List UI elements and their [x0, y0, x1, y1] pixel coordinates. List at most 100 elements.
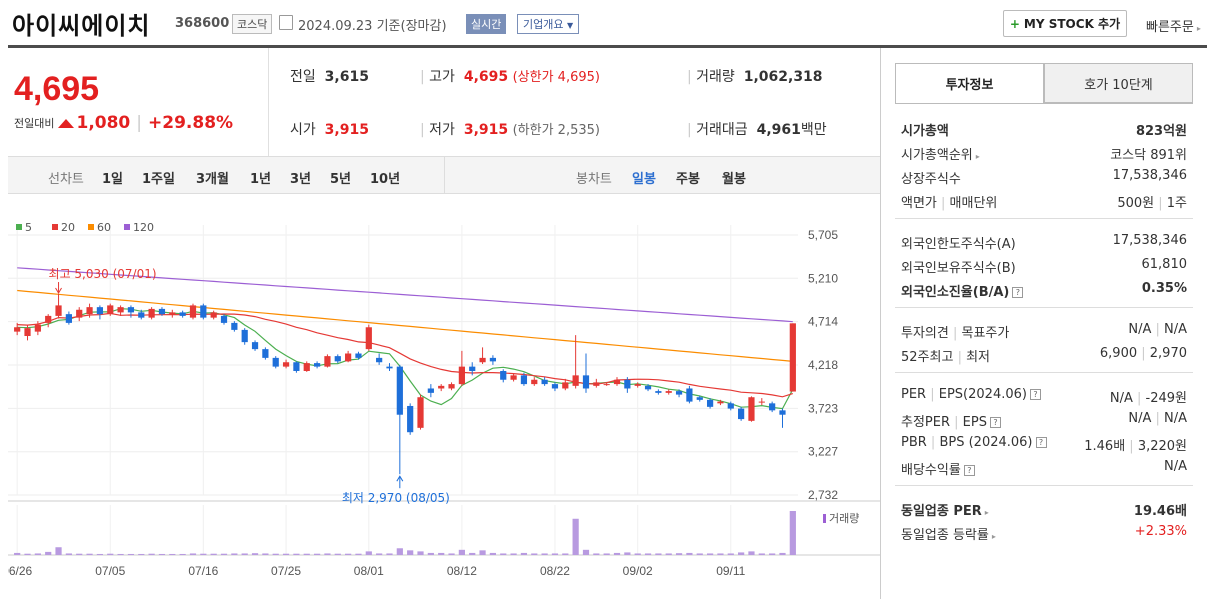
market-cap-value: 823억원 — [1135, 124, 1187, 139]
candle-body — [231, 322, 238, 330]
candle-body — [593, 382, 600, 386]
candle-monthly[interactable]: 월봉 — [722, 172, 746, 187]
volume-bar — [603, 553, 610, 555]
prev-value: 3,615 — [324, 69, 369, 85]
industry-chg-link[interactable]: 동일업종 등락률 ▸ — [901, 524, 996, 543]
foreign-limit-label: 외국인한도주식수(A) — [901, 237, 1016, 252]
volume-bar — [14, 552, 21, 555]
high-label: 고가 — [429, 69, 455, 85]
high-note: (상한가 4,695) — [512, 70, 600, 85]
row-foreign-ratio: 외국인소진율(B/A)? 0.35% — [901, 281, 1187, 300]
line-chart-label: 선차트 — [48, 172, 84, 187]
volume-bar — [675, 553, 683, 555]
candle-body — [241, 329, 248, 343]
candle-body — [582, 375, 590, 389]
volume-bar — [262, 553, 269, 555]
ma-line-120 — [17, 267, 793, 323]
up-arrow-icon — [58, 118, 75, 128]
rank-label[interactable]: 시가총액순위 ▸ — [901, 144, 980, 163]
foreign-limit-value: 17,538,346 — [1112, 233, 1187, 248]
stock-chart[interactable]: 5,705 5,210 4,714 4,218 3,723 3,227 2,732 06/26… — [8, 205, 880, 599]
candle-body — [706, 399, 714, 407]
help-icon[interactable]: ? — [963, 465, 975, 476]
shares-value: 17,538,346 — [1112, 168, 1187, 183]
separator — [895, 307, 1193, 308]
period-10y[interactable]: 10년 — [370, 172, 401, 187]
date-value: 2024.09.23 — [298, 19, 373, 34]
volume-bar — [365, 551, 372, 555]
y-tick-label: 5,210 — [808, 271, 838, 285]
high-value: 4,695 — [463, 69, 509, 85]
candle-daily[interactable]: 일봉 — [632, 172, 656, 187]
trade-unit-label: 매매단위 — [949, 196, 998, 211]
volume-bar — [500, 553, 507, 555]
prev-label: 전일 — [290, 69, 316, 85]
volume-bar — [727, 553, 734, 555]
tab-orderbook[interactable]: 호가 10단계 — [1044, 63, 1193, 103]
est-per-label: 추정PER — [901, 415, 951, 430]
volume-bar — [593, 553, 600, 555]
est-eps-value: N/A — [1164, 411, 1187, 426]
candle-body — [603, 384, 610, 386]
tab-invest-info[interactable]: 투자정보 — [895, 63, 1044, 103]
foreign-hold-label: 외국인보유주식수(B) — [901, 261, 1016, 276]
period-5y[interactable]: 5년 — [330, 172, 352, 187]
amount-label: 거래대금 — [696, 122, 748, 138]
x-tick-label: 08/12 — [447, 564, 477, 578]
volume-bar — [686, 552, 693, 555]
candle-body — [76, 309, 83, 318]
industry-per-value: 19.46배 — [1133, 504, 1187, 519]
stock-code: 368600 — [175, 16, 230, 31]
mystock-add-button[interactable]: + MY STOCK 추가 — [1003, 10, 1127, 37]
volume-bar — [148, 553, 155, 555]
volume-bar — [510, 553, 517, 555]
period-3m[interactable]: 3개월 — [196, 172, 229, 187]
corp-info-dropdown[interactable]: 기업개요 ▼ — [517, 14, 580, 34]
candle-body — [779, 410, 786, 415]
help-icon[interactable]: ? — [1035, 437, 1047, 448]
volume-bar — [531, 553, 538, 555]
volume-bar — [427, 552, 434, 555]
per-value: N/A — [1109, 391, 1133, 406]
candle-body — [665, 391, 672, 393]
candle-body — [396, 366, 403, 415]
amount-value: 4,961 — [756, 122, 801, 138]
candle-body — [179, 312, 186, 316]
candle-chart-label: 봉차트 — [576, 172, 612, 187]
volume-bar — [469, 552, 476, 555]
candle-body — [282, 362, 290, 367]
x-tick-label: 08/01 — [354, 564, 384, 578]
legend-label: 120 — [133, 221, 154, 234]
candle-body — [220, 315, 228, 323]
realtime-button[interactable]: 실시간 — [466, 14, 507, 34]
industry-per-link[interactable]: 동일업종 PER ▸ — [901, 500, 989, 519]
y-tick-label: 3,227 — [808, 445, 838, 459]
legend-label: 60 — [97, 221, 111, 234]
candle-body — [572, 375, 579, 386]
candle-weekly[interactable]: 주봉 — [676, 172, 700, 187]
help-icon[interactable]: ? — [989, 417, 1001, 428]
header-divider — [8, 45, 1207, 48]
period-1y[interactable]: 1년 — [250, 172, 272, 187]
legend-swatch — [16, 224, 22, 230]
candle-body — [520, 375, 528, 385]
x-tick-label: 07/16 — [188, 564, 218, 578]
candle-body — [448, 384, 455, 389]
help-icon[interactable]: ? — [1029, 389, 1041, 400]
candle-body — [696, 397, 703, 400]
help-icon[interactable]: ? — [1012, 287, 1024, 298]
volume-bar — [738, 552, 745, 555]
target-value: N/A — [1164, 322, 1187, 337]
legend-label: 20 — [61, 221, 75, 234]
high-annotation: 최고 5,030 (07/01) — [49, 267, 157, 281]
period-1d[interactable]: 1일 — [102, 172, 124, 187]
low-annotation: 최저 2,970 (08/05) — [342, 491, 450, 505]
period-3y[interactable]: 3년 — [290, 172, 312, 187]
corp-info-label: 기업개요 — [523, 18, 564, 31]
volume-bar — [541, 553, 548, 555]
foreign-ratio-label: 외국인소진율(B/A) — [901, 285, 1010, 300]
period-1w[interactable]: 1주일 — [142, 172, 175, 187]
w52-high-label: 52주최고 — [901, 350, 954, 365]
fast-order-link[interactable]: 빠른주문 ▸ — [1146, 16, 1201, 35]
volume-bar — [324, 553, 331, 555]
